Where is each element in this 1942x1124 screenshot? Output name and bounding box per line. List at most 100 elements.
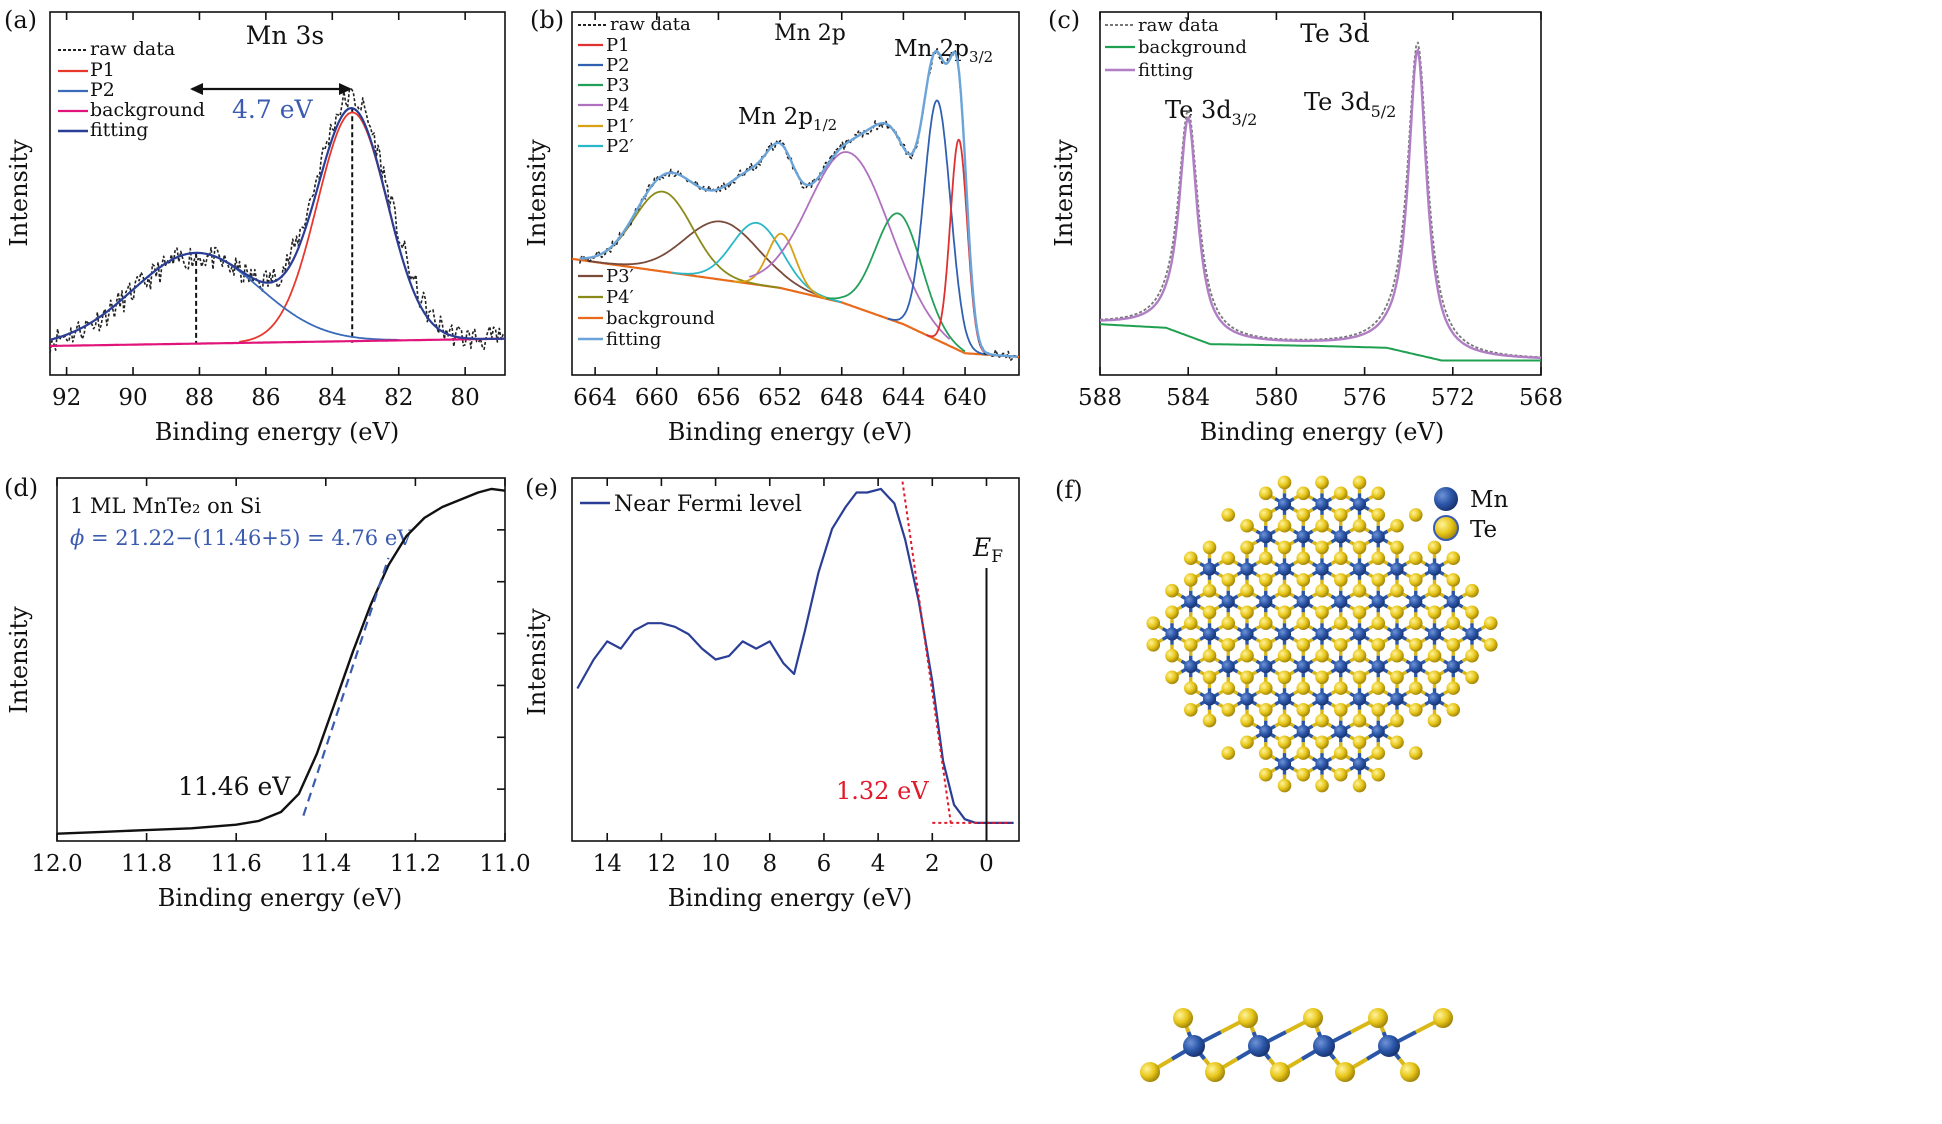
te-atom	[1371, 638, 1386, 652]
te-atom	[1240, 518, 1254, 533]
te-atom	[1202, 540, 1217, 555]
mn-atom	[1277, 562, 1292, 576]
formula-text: = 21.22−(11.46+5) = 4.76 eV	[84, 526, 413, 550]
te-atom	[1427, 648, 1442, 663]
series-p3	[826, 212, 966, 353]
x-tick-label: 11.2	[390, 851, 441, 877]
series-raw-data	[1100, 41, 1542, 359]
mn-atom	[1390, 562, 1404, 576]
te-atom	[1352, 475, 1367, 490]
peak-label-3d32: Te 3d3/2	[1165, 96, 1257, 129]
x-tick-label: 664	[573, 385, 617, 411]
te-atom	[1465, 648, 1479, 663]
mn-atom	[1296, 594, 1310, 609]
te-atom	[1446, 638, 1461, 652]
panel-label-f: (f)	[1055, 476, 1083, 504]
te-atom	[1296, 702, 1311, 717]
sample-label: 1 ML MnTe₂ on Si	[70, 494, 261, 518]
te-atom	[1335, 1062, 1355, 1082]
te-atom	[1371, 551, 1386, 566]
te-atom	[1390, 583, 1404, 598]
mn-atom	[1427, 692, 1442, 706]
te-atom	[1277, 475, 1292, 490]
crystal-side-view	[1140, 1008, 1453, 1082]
y-ticks	[497, 529, 505, 790]
x-tick-label: 84	[318, 385, 347, 411]
panel-e: (e) Near Fermi level EF 1.32 eV Intensit…	[523, 474, 1020, 912]
te-atom	[1296, 508, 1311, 522]
x-tick-label: 92	[52, 385, 81, 411]
te-atom	[1183, 638, 1198, 652]
legend-p3-prime: P3′	[606, 266, 634, 287]
te-atom-icon	[1433, 515, 1459, 541]
fermi-sub: F	[991, 547, 1003, 567]
panel-d: (d) 1 ML MnTe₂ on Si ϕ = 21.22−(11.46+5)…	[4, 474, 531, 912]
mn-atom	[1240, 692, 1254, 706]
te-atom	[1333, 573, 1348, 587]
panel-label-a: (a)	[4, 6, 37, 34]
legend-p1: P1	[90, 59, 115, 81]
te-atom	[1333, 767, 1348, 782]
x-ticks: 664 660 656 652 648 644 640	[573, 12, 987, 411]
mn-atom	[1371, 724, 1385, 739]
energy-annotation: 4.7 eV	[232, 95, 314, 124]
mn-atom	[1202, 692, 1217, 706]
te-atom	[1427, 605, 1442, 620]
te-atom	[1202, 648, 1217, 663]
te-atom	[1183, 702, 1198, 717]
te-atom	[1296, 573, 1311, 587]
mn-atom	[1296, 724, 1310, 739]
crystal-top-view	[1146, 475, 1498, 793]
te-atom	[1408, 508, 1423, 522]
mn-atom	[1390, 627, 1404, 641]
te-atom	[1165, 605, 1179, 620]
panel-label-e: (e)	[525, 474, 558, 502]
legend-raw-data: raw data	[90, 38, 175, 60]
series-layer	[571, 47, 1020, 362]
peak-label-text: Te 3d	[1165, 96, 1232, 124]
te-atom	[1371, 573, 1386, 587]
series-fitting	[579, 50, 1018, 358]
series-raw-data	[49, 88, 506, 353]
te-atom	[1183, 551, 1198, 566]
te-atom	[1465, 670, 1479, 685]
atom-legend: Mn Te	[1433, 487, 1509, 543]
te-atom	[1258, 551, 1273, 566]
te-atom	[1240, 648, 1254, 663]
te-atom	[1333, 616, 1348, 630]
mn-atom	[1277, 757, 1292, 771]
series-linear-fit	[302, 557, 390, 816]
mn-atom	[1465, 627, 1479, 641]
series-spectrum	[56, 487, 506, 835]
te-atom	[1258, 702, 1273, 717]
panel-title: Mn 3s	[246, 21, 324, 50]
mn-atom-icon	[1434, 487, 1458, 511]
te-atom	[1258, 573, 1273, 587]
te-atom	[1296, 486, 1311, 501]
te-atom	[1390, 670, 1404, 685]
marker-lines	[195, 108, 354, 343]
te-atom	[1483, 638, 1498, 652]
te-atom	[1140, 1062, 1160, 1082]
mn-atom	[1371, 659, 1385, 674]
te-atom	[1390, 713, 1404, 728]
mn-atom	[1184, 594, 1198, 609]
te-atom	[1465, 583, 1479, 598]
peak-label-sub: 5/2	[1371, 102, 1397, 121]
te-atom	[1303, 1008, 1323, 1028]
x-tick-label: 12	[647, 851, 676, 877]
series-p2	[887, 99, 989, 356]
panel-c: (c) Te 3d Te 3d3/2 Te 3d5/2 Intensity Bi…	[1048, 6, 1563, 446]
mn-atom	[1378, 1035, 1400, 1057]
legend-near-fermi: Near Fermi level	[614, 492, 802, 517]
te-atom	[1221, 638, 1236, 652]
te-atom	[1258, 508, 1273, 522]
te-atom	[1277, 648, 1292, 663]
series-p1	[925, 138, 989, 356]
te-atom	[1408, 702, 1423, 717]
x-tick-label: 660	[635, 385, 679, 411]
series-layer	[1099, 41, 1542, 362]
te-atom	[1173, 1008, 1193, 1028]
x-tick-label: 10	[701, 851, 730, 877]
x-tick-label: 90	[118, 385, 147, 411]
